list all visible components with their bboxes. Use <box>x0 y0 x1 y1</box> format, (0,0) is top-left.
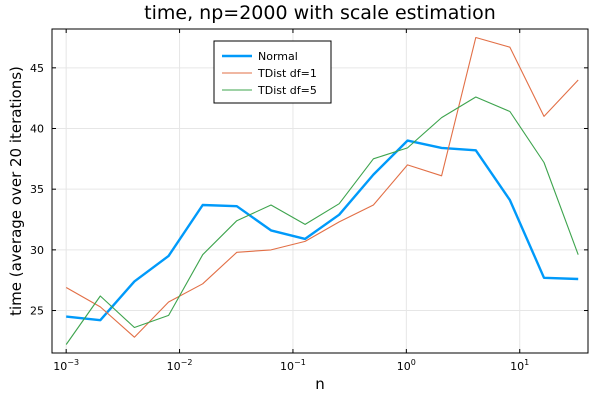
series-line-normal <box>66 139 579 322</box>
y-tick-label: 35 <box>30 183 44 196</box>
plot-series <box>65 36 579 345</box>
x-tick-label: 101 <box>510 358 529 373</box>
plot-frame <box>51 28 589 354</box>
chart-title: time, np=2000 with scale estimation <box>144 2 496 24</box>
y-tick-label: 30 <box>30 244 44 257</box>
y-tick-label: 25 <box>30 305 44 318</box>
y-axis-label: time (average over 20 iterations) <box>7 66 25 316</box>
x-tick-label: 100 <box>397 358 416 373</box>
x-tick-label: 10−3 <box>53 358 79 373</box>
y-tick-label: 40 <box>30 123 44 136</box>
legend-box <box>213 40 332 104</box>
legend-entry: TDist df=1 <box>257 67 317 80</box>
x-tick-label: 10−1 <box>280 358 306 373</box>
legend: Normal TDist df=1 TDist df=5 <box>213 40 332 104</box>
x-tick-label: 10−2 <box>167 358 193 373</box>
y-tick-label: 45 <box>30 62 44 75</box>
series-line-tdist-df-5 <box>65 96 579 345</box>
axis-ticks: 10−3 10−2 10−1 100 101 25 30 35 40 45 <box>30 29 588 373</box>
legend-entry: TDist df=5 <box>257 84 317 97</box>
series-line-tdist-df-1 <box>65 36 579 338</box>
legend-entry: Normal <box>258 50 298 63</box>
x-axis-label: n <box>315 375 325 393</box>
